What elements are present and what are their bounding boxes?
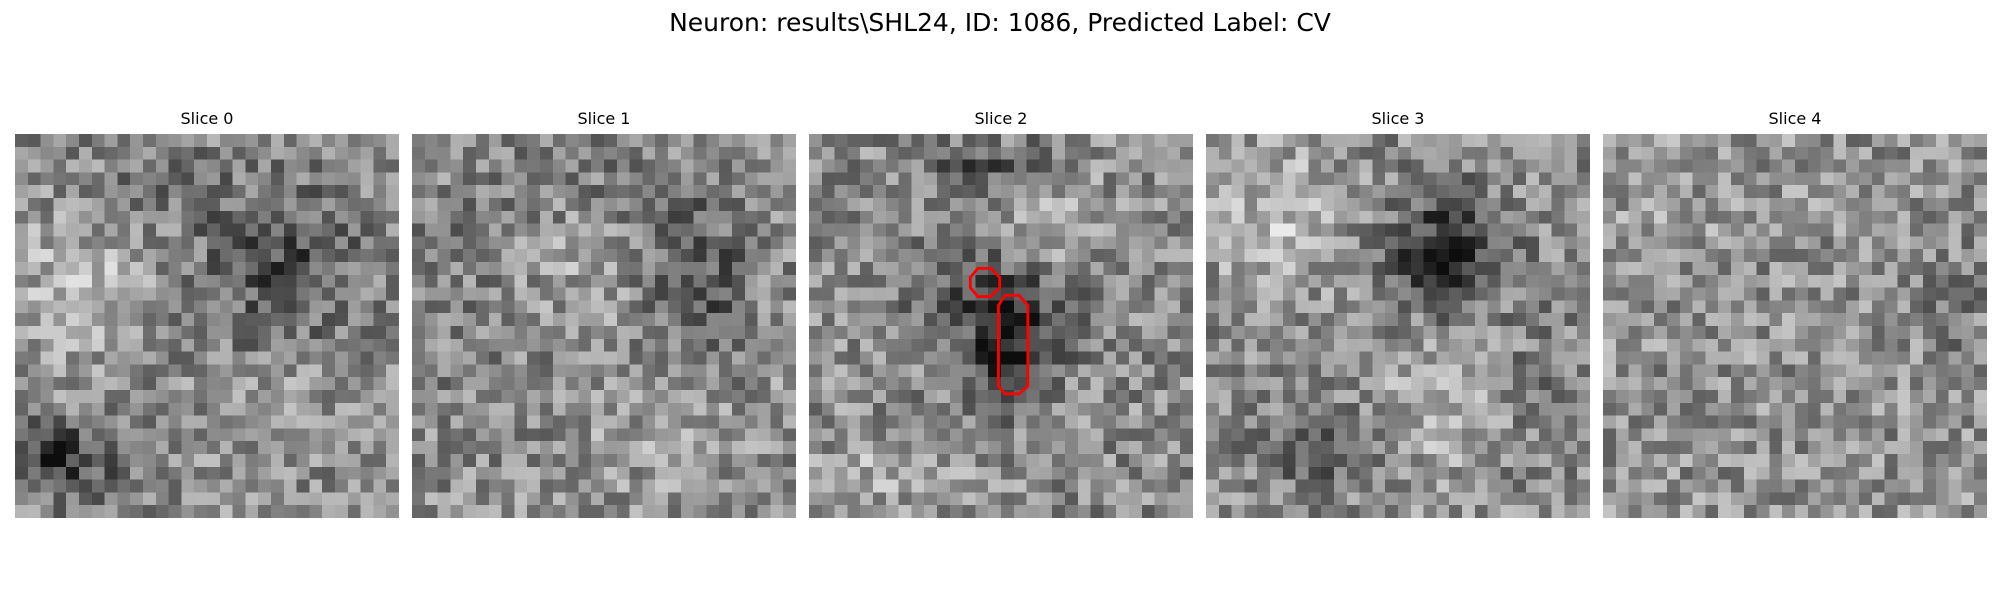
slice-title: Slice 2 — [974, 109, 1028, 128]
slice-title: Slice 0 — [180, 109, 234, 128]
slice-panel-2: Slice 2 — [809, 108, 1193, 518]
slice-panel-3: Slice 3 — [1206, 108, 1590, 518]
slice-panel-1: Slice 1 — [412, 108, 796, 518]
slice-image-0 — [15, 134, 399, 518]
slice-image-3 — [1206, 134, 1590, 518]
slice-panel-0: Slice 0 — [15, 108, 399, 518]
slice-image-2 — [809, 134, 1193, 518]
slice-title: Slice 1 — [577, 109, 631, 128]
contour-small — [968, 266, 1002, 298]
slice-title: Slice 3 — [1371, 109, 1425, 128]
slice-panel-4: Slice 4 — [1603, 108, 1987, 518]
contour-tall — [997, 293, 1030, 396]
slice-title: Slice 4 — [1768, 109, 1822, 128]
figure-title: Neuron: results\SHL24, ID: 1086, Predict… — [669, 8, 1331, 37]
slice-image-1 — [412, 134, 796, 518]
slice-image-4 — [1603, 134, 1987, 518]
